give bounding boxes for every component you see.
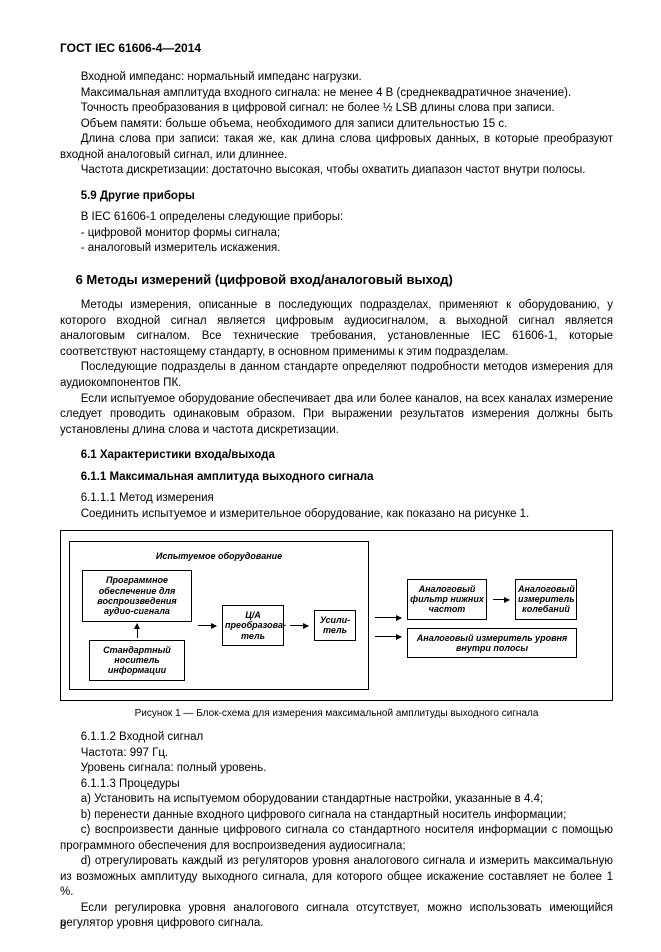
sec-6-1-1-1-title: 6.1.1.1 Метод измерения [60, 491, 613, 507]
sec-5-9-item: - цифровой монитор формы сигнала; [60, 226, 613, 242]
sec-6-title: 6 Методы измерений (цифровой вход/аналог… [60, 271, 613, 289]
sec-6-para: Методы измерения, описанные в последующи… [60, 298, 613, 360]
arrow-right-icon [493, 599, 509, 600]
page-container: ГОСТ IEC 61606-4—2014 Входной импеданс: … [0, 0, 661, 952]
sec-5-9-item: - аналоговый измеритель искажения. [60, 241, 613, 257]
figure-box-band-meter: Аналоговый измеритель уровня внутри поло… [407, 628, 577, 659]
figure-1-frame: Испытуемое оборудование Программное обес… [60, 530, 613, 701]
sec-6-1-1-2-title: 6.1.1.2 Входной сигнал [60, 730, 613, 746]
sec-6-1-1-3-item: c) воспроизвести данные цифрового сигнал… [60, 823, 613, 854]
arrow-right-icon [375, 617, 401, 618]
intro-para: Объем памяти: больше объема, необходимог… [60, 117, 613, 133]
sec-6-para: Если испытуемое оборудование обеспечивае… [60, 392, 613, 439]
page-number: 8 [60, 919, 66, 934]
intro-para: Максимальная амплитуда входного сигнала:… [60, 86, 613, 102]
sec-6-1-1-3-item: b) перенести данные входного цифрового с… [60, 808, 613, 824]
intro-para: Частота дискретизации: достаточно высока… [60, 163, 613, 179]
figure-box-meter: Аналоговый измеритель колебаний [515, 579, 577, 620]
sec-5-9-lead: В IEC 61606-1 определены следующие прибо… [60, 210, 613, 226]
sec-6-1-1-3-item: d) отрегулировать каждый из регуляторов … [60, 854, 613, 901]
sec-6-1-1-3-note: Если регулировка уровня аналогового сигн… [60, 901, 613, 932]
arrow-right-icon [198, 625, 216, 626]
arrow-up-icon [137, 624, 138, 638]
document-header: ГОСТ IEC 61606-4—2014 [60, 40, 613, 56]
figure-eut-outer-box: Испытуемое оборудование Программное обес… [69, 541, 369, 690]
figure-1-caption: Рисунок 1 — Блок-схема для измерения мак… [60, 707, 613, 721]
arrow-right-icon [375, 636, 401, 637]
sec-6-1-1-3-title: 6.1.1.3 Процедуры [60, 777, 613, 793]
intro-para: Входной импеданс: нормальный импеданс на… [60, 70, 613, 86]
sec-6-1-1-title: 6.1.1 Максимальная амплитуда выходного с… [60, 470, 613, 486]
sec-5-9-title: 5.9 Другие приборы [60, 189, 613, 205]
figure-box-software: Программное обеспечение для воспроизведе… [82, 570, 192, 621]
intro-para: Длина слова при записи: такая же, как дл… [60, 132, 613, 163]
connect-text: Соединить испытуемое и измерительное обо… [60, 507, 613, 523]
sec-6-1-1-3-item: a) Установить на испытуемом оборудовании… [60, 792, 613, 808]
sec-6-1-1-2-line: Частота: 997 Гц. [60, 746, 613, 762]
sec-6-1-title: 6.1 Характеристики входа/выхода [60, 448, 613, 464]
figure-box-amp: Усили-тель [314, 610, 356, 641]
figure-eut-label: Испытуемое оборудование [78, 550, 360, 562]
arrow-right-icon [290, 625, 308, 626]
sec-6-para: Последующие подразделы в данном стандарт… [60, 360, 613, 391]
figure-box-dac: Ц/А преобразова-тель [222, 605, 284, 646]
intro-para: Точность преобразования в цифровой сигна… [60, 101, 613, 117]
figure-box-filter: Аналоговый фильтр нижних частот [407, 579, 487, 620]
sec-6-1-1-2-line: Уровень сигнала: полный уровень. [60, 761, 613, 777]
figure-box-media: Стандартный носитель информации [89, 640, 185, 681]
